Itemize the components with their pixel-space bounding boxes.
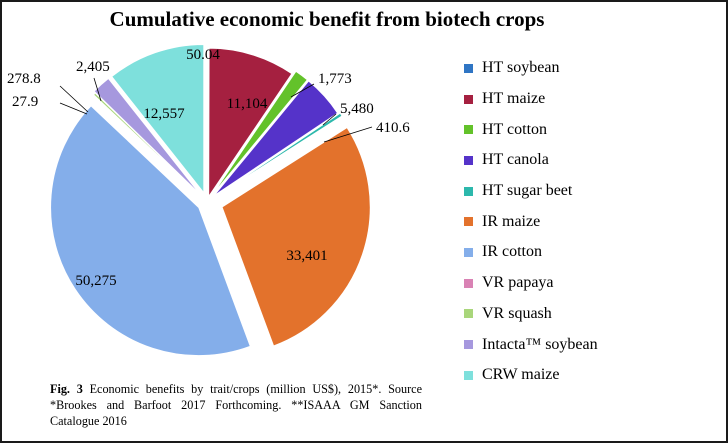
legend-swatch (464, 309, 473, 319)
legend-swatch (464, 247, 473, 257)
chart-title: Cumulative economic benefit from biotech… (109, 7, 545, 31)
caption-text: Economic benefits by trait/crops (millio… (50, 382, 422, 428)
data-label: 278.8 (7, 71, 41, 87)
legend-label: HT sugar beet (482, 182, 573, 200)
data-label: 2,405 (76, 59, 110, 75)
data-label: 11,104 (227, 96, 268, 112)
leader-line (290, 83, 315, 98)
legend-label: HT soybean (482, 59, 560, 77)
leader-line (59, 85, 89, 113)
leader-line (59, 102, 88, 115)
legend-item: Intacta™ soybean (464, 329, 598, 360)
data-label: 50.04 (186, 47, 220, 63)
legend-item: CRW maize (464, 360, 598, 391)
legend-item: HT maize (464, 84, 598, 115)
legend-item: VR papaya (464, 268, 598, 299)
legend-label: IR cotton (482, 243, 542, 261)
legend-label: Intacta™ soybean (482, 335, 598, 353)
leader-line (93, 77, 102, 102)
legend-label: VR papaya (482, 274, 554, 292)
legend-label: IR maize (482, 212, 541, 230)
data-label: 1,773 (318, 71, 352, 87)
figure-caption: Fig. 3 Economic benefits by trait/crops … (50, 381, 422, 429)
pie-slice-ir-maize (221, 127, 371, 347)
legend-swatch (464, 186, 473, 196)
pie-slice-vr-squash (93, 92, 202, 197)
legend-item: IR cotton (464, 237, 598, 268)
chart-legend: HT soybean HT maize HT cotton HT canola HT s… (464, 53, 598, 391)
legend-swatch (464, 370, 473, 380)
legend-item: HT soybean (464, 53, 598, 84)
legend-label: CRW maize (482, 366, 560, 384)
pie-slice-ht-sugar-beet (216, 112, 343, 196)
legend-label: HT cotton (482, 120, 548, 138)
data-label: 50,275 (75, 273, 116, 289)
legend-swatch (464, 63, 473, 73)
legend-label: HT maize (482, 90, 546, 108)
pie-slice-crw-maize (111, 44, 205, 194)
pie-slice-ht-maize (208, 47, 293, 198)
figure-label: Fig. 3 (50, 382, 83, 396)
legend-item: HT sugar beet (464, 176, 598, 207)
legend-swatch (464, 278, 473, 288)
data-label: 5,480 (340, 101, 374, 117)
data-label: 410.6 (376, 120, 410, 136)
legend-item: IR maize (464, 206, 598, 237)
legend-item: HT cotton (464, 114, 598, 145)
legend-label: VR squash (482, 304, 552, 322)
legend-label: HT canola (482, 151, 549, 169)
legend-item: VR squash (464, 299, 598, 330)
leader-line (323, 126, 373, 143)
data-label: 27.9 (12, 94, 38, 110)
leader-line (322, 113, 337, 126)
legend-swatch (464, 155, 473, 165)
pie-slice-ht-cotton (212, 70, 308, 195)
legend-swatch (464, 217, 473, 227)
pie-slice-intacta-soybean (93, 78, 201, 195)
data-label: 33,401 (286, 248, 327, 264)
legend-swatch (464, 94, 473, 104)
legend-item: HT canola (464, 145, 598, 176)
pie-slice-ir-cotton (50, 105, 251, 356)
data-label: 12,557 (143, 106, 185, 122)
legend-swatch (464, 340, 473, 350)
pie-slice-ht-canola (214, 80, 339, 196)
legend-swatch (464, 125, 473, 135)
